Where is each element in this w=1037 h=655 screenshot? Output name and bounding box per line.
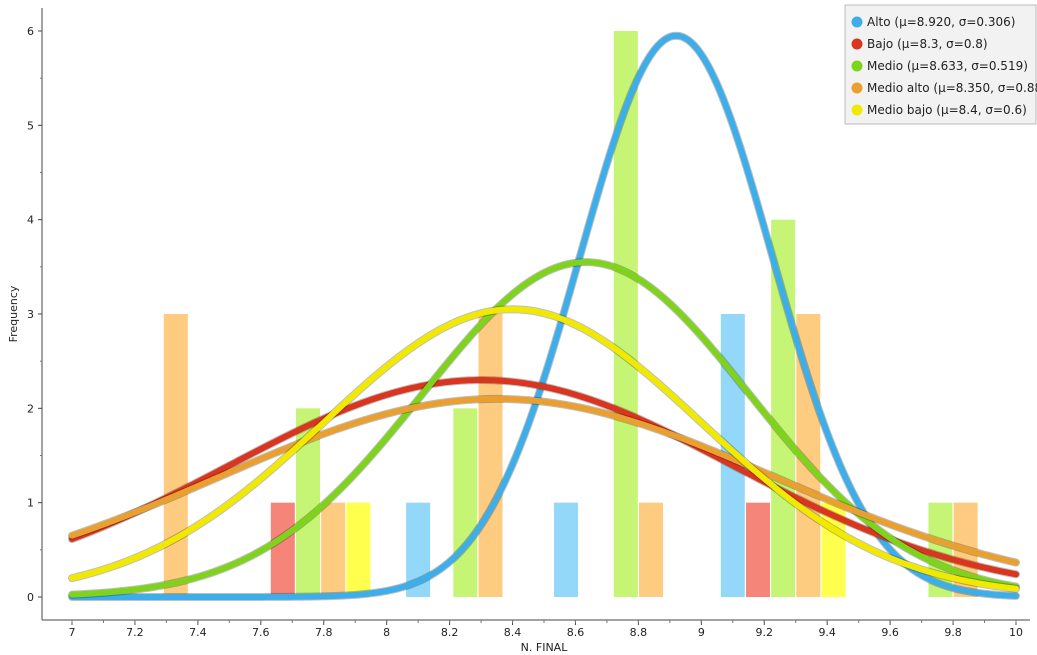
y-tick-label-0: 0 (27, 591, 34, 604)
x-tick-label-1: 7.2 (126, 626, 144, 639)
x-tick-label-9: 8.8 (630, 626, 648, 639)
legend-items: Alto (μ=8.920, σ=0.306) Bajo (μ=8.3, σ=0.… (851, 15, 1037, 117)
x-tick-label-8: 8.6 (567, 626, 585, 639)
legend-marker-1 (851, 38, 863, 50)
x-tick-label-4: 7.8 (315, 626, 333, 639)
y-tick-label-6: 6 (27, 25, 34, 38)
bars-layer (163, 31, 978, 597)
x-tick-label-3: 7.6 (252, 626, 270, 639)
x-tick-label-6: 8.2 (441, 626, 459, 639)
x-tick-label-14: 9.8 (944, 626, 962, 639)
y-tick-label-2: 2 (27, 402, 34, 415)
bar-series-3-3 (638, 502, 663, 597)
bar-series-1-0 (270, 502, 295, 597)
bar-series-2-1 (453, 408, 478, 597)
curves-layer (68, 31, 1020, 601)
legend-entry-2: Medio (μ=8.633, σ=0.519) (867, 59, 1028, 73)
curve-series-3 (69, 395, 1019, 566)
y-tick-label-1: 1 (27, 497, 34, 510)
legend-entry-0: Alto (μ=8.920, σ=0.306) (867, 15, 1015, 29)
y-tick-label-3: 3 (27, 308, 34, 321)
x-tick-label-2: 7.4 (189, 626, 207, 639)
curve-series-4 (69, 306, 1019, 592)
legend: Alto (μ=8.920, σ=0.306) Bajo (μ=8.3, σ=0.… (844, 4, 1037, 125)
x-tick-label-0: 7 (69, 626, 76, 639)
x-tick-label-15: 10 (1009, 626, 1023, 639)
bar-series-1-1 (745, 502, 770, 597)
curve-series-0 (69, 32, 1019, 600)
bar-series-2-3 (771, 219, 796, 597)
bar-series-0-1 (554, 502, 579, 597)
bar-series-3-2 (478, 314, 503, 597)
y-axis-title: Frequency (7, 285, 20, 342)
legend-entry-4: Medio bajo (μ=8.4, σ=0.6) (867, 103, 1027, 117)
bar-series-4-0 (346, 502, 371, 597)
x-tick-label-7: 8.4 (504, 626, 522, 639)
bar-series-3-0 (163, 314, 188, 597)
x-tick-label-10: 9 (698, 626, 705, 639)
legend-entry-3: Medio alto (μ=8.350, σ=0.882) (867, 81, 1037, 95)
legend-box (844, 4, 1037, 125)
y-tick-label-4: 4 (27, 214, 34, 227)
legend-marker-0 (851, 16, 863, 28)
x-tick-label-13: 9.6 (881, 626, 899, 639)
x-tick-label-11: 9.2 (756, 626, 774, 639)
legend-marker-4 (851, 104, 863, 116)
x-tick-label-5: 8 (383, 626, 390, 639)
curve-outline-series-4 (68, 305, 1020, 593)
x-tick-label-12: 9.4 (818, 626, 836, 639)
legend-marker-2 (851, 60, 863, 72)
x-axis-ticks: 7 7.2 7.4 7.6 7.8 8 8.2 8.4 8.6 8.8 9 9.2 9.4 9.6 9.8 1… (69, 620, 1023, 639)
y-tick-label-5: 5 (27, 119, 34, 132)
legend-marker-3 (851, 82, 863, 94)
curve-series-1 (69, 377, 1019, 578)
x-axis-title: N. FINAL (521, 641, 569, 654)
legend-entry-1: Bajo (μ=8.3, σ=0.8) (867, 37, 988, 51)
bar-series-3-1 (321, 502, 346, 597)
y-axis-ticks: 0 1 2 3 4 5 6 (27, 25, 42, 604)
